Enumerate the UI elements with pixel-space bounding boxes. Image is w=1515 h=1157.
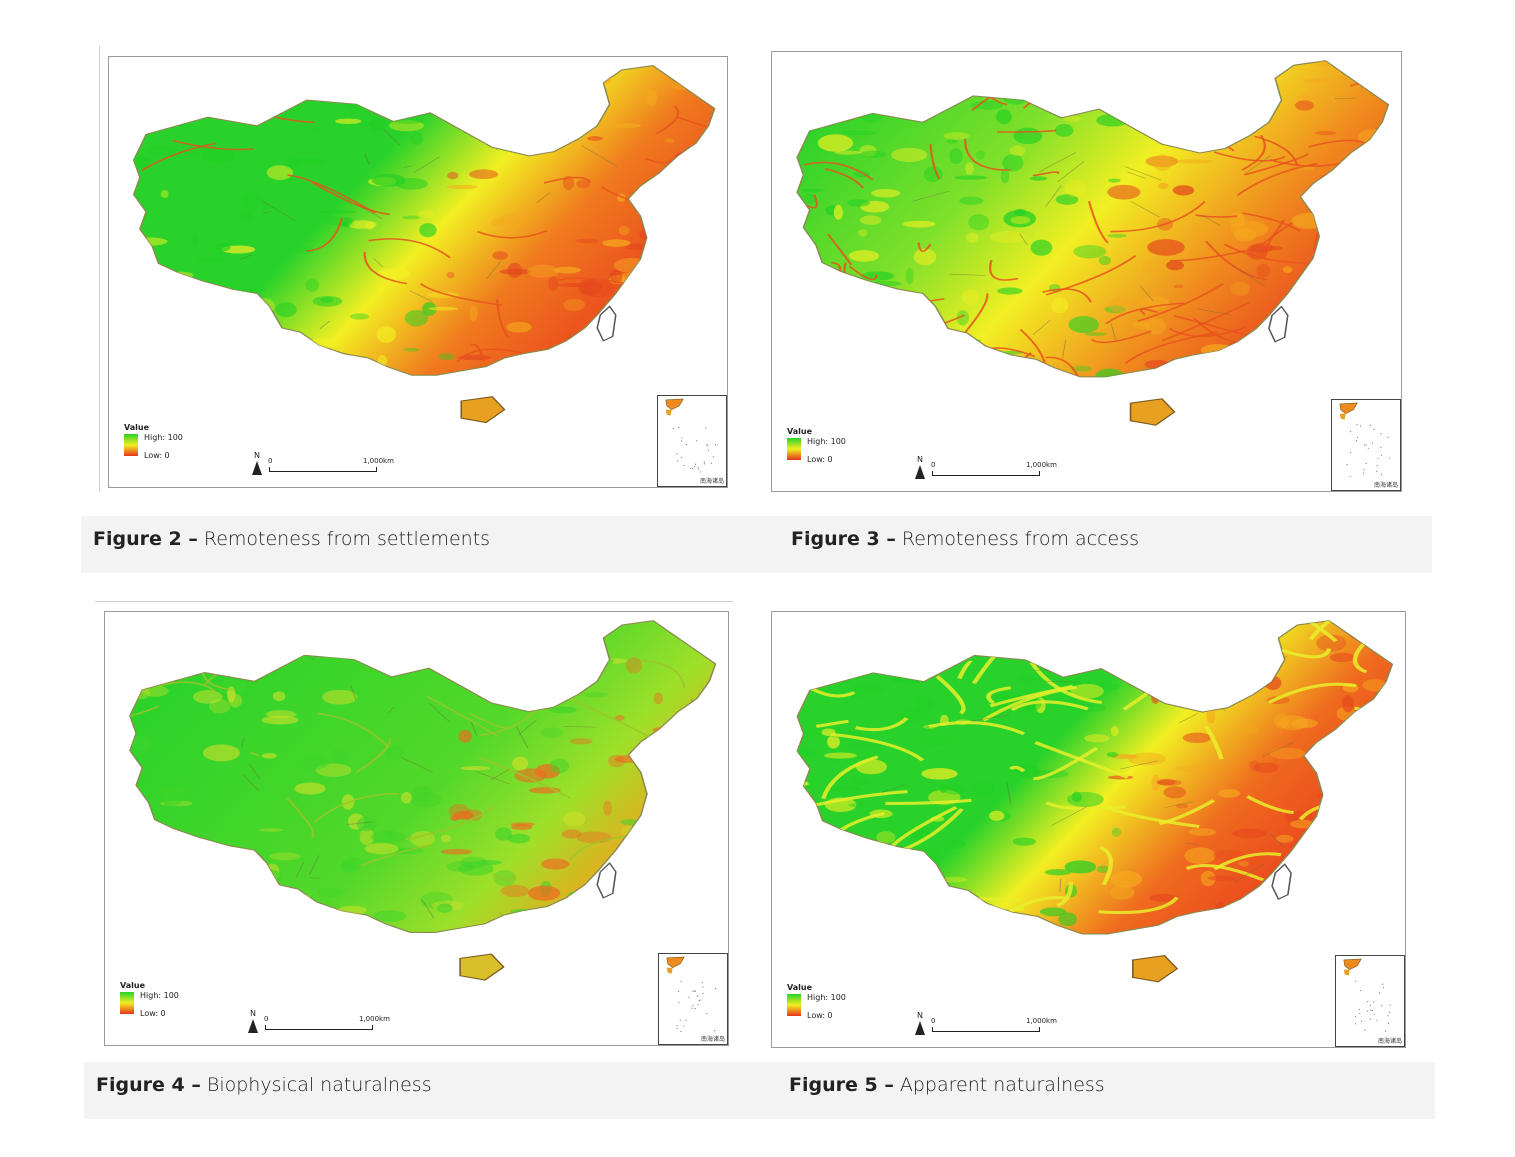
- fig4-scale-bar: 0 1,000km: [264, 1015, 405, 1033]
- fig4-taiwan-island: [596, 862, 617, 899]
- map-panel-fig3: 南海诸岛 Value High: 100 Low: 0 N 0 1,000km: [771, 51, 1402, 492]
- fig3-legend: Value High: 100 Low: 0: [787, 427, 846, 469]
- fig4-legend-low: Low: 0: [140, 1009, 166, 1018]
- fig3-legend-low: Low: 0: [807, 455, 833, 464]
- fig3-inset-map: 南海诸岛: [1331, 399, 1401, 491]
- caption-fig3-title: Remoteness from access: [901, 528, 1140, 550]
- fig2-china-outline: [132, 65, 716, 376]
- fig3-inset-label: 南海诸岛: [1373, 482, 1398, 489]
- fig2-scale-distance: 1,000km: [363, 457, 394, 465]
- map-panel-fig4: 南海诸岛 Value High: 100 Low: 0 N 0 1,000km: [104, 611, 729, 1046]
- fig5-map-svg: [796, 620, 1394, 983]
- caption-fig4: Figure 4 – Biophysical naturalness: [96, 1074, 432, 1096]
- caption-fig3-label: Figure 3 –: [791, 528, 896, 550]
- fig5-scale-bar: 0 1,000km: [931, 1017, 1072, 1035]
- fig5-north-label: N: [917, 1011, 923, 1020]
- fig2-legend-low: Low: 0: [144, 451, 170, 460]
- caption-fig4-title: Biophysical naturalness: [206, 1074, 432, 1096]
- fig5-inset-label: 南海诸岛: [1377, 1038, 1402, 1045]
- fig2-inset-label: 南海诸岛: [699, 478, 724, 485]
- fig5-legend: Value High: 100 Low: 0: [787, 983, 846, 1025]
- fig5-taiwan-island: [1271, 863, 1292, 900]
- caption-band-top: [81, 516, 1432, 573]
- fig2-taiwan-island: [596, 305, 617, 342]
- fig5-inset-map: 南海诸岛: [1335, 955, 1405, 1047]
- fig5-legend-high: High: 100: [807, 993, 846, 1002]
- fig3-legend-title: Value: [787, 427, 813, 436]
- fig3-legend-ramp: [787, 438, 801, 460]
- fig4-legend-ramp: [120, 992, 134, 1014]
- fig4-hainan-island: [459, 953, 505, 981]
- fig4-inset-map: 南海诸岛: [658, 953, 728, 1045]
- fig5-legend-low: Low: 0: [807, 1011, 833, 1020]
- fig2-scale-zero: 0: [268, 457, 273, 465]
- caption-fig5-title: Apparent naturalness: [899, 1074, 1105, 1096]
- fig5-legend-title: Value: [787, 983, 813, 992]
- fig4-scale-distance: 1,000km: [359, 1015, 390, 1023]
- fig4-legend-title: Value: [120, 981, 146, 990]
- mid-divider-hairline: [95, 601, 733, 602]
- fig2-scale-line: [269, 467, 377, 472]
- fig4-inset-label: 南海诸岛: [700, 1036, 725, 1043]
- fig3-scale-zero: 0: [931, 461, 936, 469]
- caption-fig3: Figure 3 – Remoteness from access: [791, 528, 1139, 550]
- fig2-north-label: N: [254, 451, 260, 460]
- fig2-legend-title: Value: [124, 423, 150, 432]
- fig4-scale-line: [265, 1025, 373, 1030]
- fig3-china-outline: [796, 60, 1390, 378]
- fig4-map-svg: [129, 620, 717, 981]
- fig2-hainan-island: [460, 396, 506, 424]
- fig3-north-label: N: [917, 455, 923, 464]
- fig3-hainan-island: [1129, 398, 1176, 426]
- fig2-map-svg: [132, 65, 716, 424]
- fig3-scale-line: [932, 471, 1040, 476]
- caption-fig5: Figure 5 – Apparent naturalness: [789, 1074, 1105, 1096]
- fig3-scale-distance: 1,000km: [1026, 461, 1057, 469]
- fig5-china-outline: [796, 620, 1394, 935]
- fig5-legend-ramp: [787, 994, 801, 1016]
- fig5-scale-zero: 0: [931, 1017, 936, 1025]
- fig5-north-arrow-icon: N: [914, 1011, 926, 1035]
- fig4-legend: Value High: 100 Low: 0: [120, 981, 179, 1023]
- caption-fig2-label: Figure 2 –: [93, 528, 198, 550]
- fig5-scale-line: [932, 1027, 1040, 1032]
- fig5-hainan-island: [1132, 955, 1179, 983]
- caption-fig4-label: Figure 4 –: [96, 1074, 201, 1096]
- fig2-inset-map: 南海诸岛: [657, 395, 727, 487]
- fig2-legend-high: High: 100: [144, 433, 183, 442]
- fig2-legend: Value High: 100 Low: 0: [124, 423, 183, 465]
- map-panel-fig5: 南海诸岛 Value High: 100 Low: 0 N 0 1,000km: [771, 611, 1406, 1048]
- fig3-map-svg: [796, 60, 1390, 426]
- fig3-scale-bar: 0 1,000km: [931, 461, 1072, 479]
- fig2-legend-ramp: [124, 434, 138, 456]
- fig3-legend-high: High: 100: [807, 437, 846, 446]
- caption-fig2-title: Remoteness from settlements: [203, 528, 491, 550]
- left-frame-hairline: [99, 46, 100, 492]
- map-panel-fig2: 南海诸岛 Value High: 100 Low: 0 N 0 1,000km: [108, 56, 728, 488]
- fig4-north-arrow-icon: N: [247, 1009, 259, 1033]
- fig5-scale-distance: 1,000km: [1026, 1017, 1057, 1025]
- fig4-legend-high: High: 100: [140, 991, 179, 1000]
- fig2-scale-bar: 0 1,000km: [268, 457, 409, 475]
- fig3-taiwan-island: [1268, 305, 1289, 343]
- caption-fig5-label: Figure 5 –: [789, 1074, 894, 1096]
- fig4-north-label: N: [250, 1009, 256, 1018]
- caption-band-bottom: [84, 1062, 1435, 1119]
- fig2-north-arrow-icon: N: [251, 451, 263, 475]
- caption-fig2: Figure 2 – Remoteness from settlements: [93, 528, 490, 550]
- fig3-north-arrow-icon: N: [914, 455, 926, 479]
- fig4-scale-zero: 0: [264, 1015, 269, 1023]
